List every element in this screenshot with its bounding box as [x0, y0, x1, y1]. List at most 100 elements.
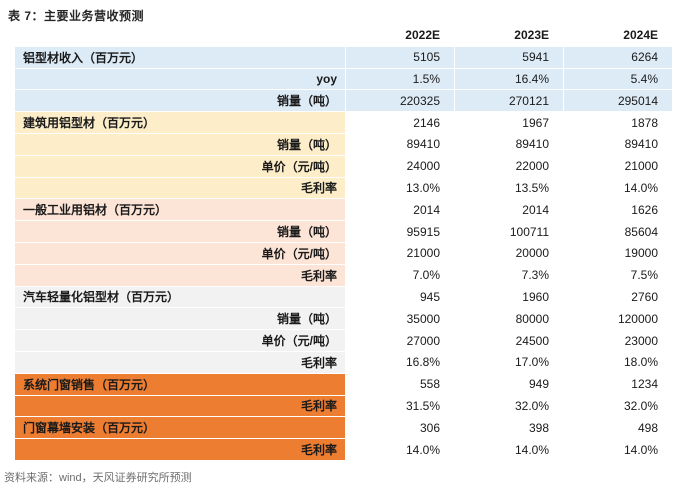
value-cell: 14.0% [454, 438, 564, 461]
section-label-cell: 系统门窗销售（百万元） [14, 372, 346, 396]
value-cell: 85604 [563, 220, 673, 243]
value-cell: 7.5% [563, 263, 673, 287]
value-cell: 295014 [563, 89, 673, 113]
value-cell: 95915 [345, 220, 455, 243]
value-cell: 949 [454, 372, 564, 396]
value-cell: 945 [345, 285, 455, 309]
value-cell: 1960 [454, 285, 564, 309]
table-row: 毛利率 16.8% 17.0% 18.0% [14, 350, 673, 374]
sub-label-cell: 单价（元/吨） [14, 241, 346, 265]
value-cell: 2760 [563, 285, 673, 309]
value-cell: 100711 [454, 220, 564, 243]
header-year-2023e: 2023E [454, 24, 564, 47]
value-cell: 13.0% [345, 176, 455, 200]
value-cell: 20000 [454, 241, 564, 265]
header-year-2024e: 2024E [563, 24, 673, 47]
value-cell: 89410 [563, 132, 673, 156]
sub-label-cell: 销量（吨） [14, 307, 346, 331]
table-body: 铝型材收入（百万元） 5105 5941 6264 yoy 1.5% 16.4% 5.4% 销量… [14, 45, 673, 461]
value-cell: 306 [345, 416, 455, 440]
value-cell: 6264 [563, 45, 673, 69]
table-row: 建筑用铝型材（百万元） 2146 1967 1878 [14, 111, 673, 134]
table-row: 铝型材收入（百万元） 5105 5941 6264 [14, 45, 673, 69]
value-cell: 1967 [454, 111, 564, 134]
value-cell: 35000 [345, 307, 455, 331]
value-cell: 1234 [563, 372, 673, 396]
table-row: 一般工业用铝材（百万元） 2014 2014 1626 [14, 198, 673, 222]
table-row: 单价（元/吨） 21000 20000 19000 [14, 241, 673, 265]
value-cell: 32.0% [454, 394, 564, 418]
header-empty-cell [14, 24, 346, 47]
value-cell: 23000 [563, 329, 673, 352]
value-cell: 5105 [345, 45, 455, 69]
sub-label-cell: 销量（吨） [14, 89, 346, 113]
value-cell: 21000 [563, 154, 673, 178]
sub-label-cell: yoy [14, 67, 346, 91]
value-cell: 2014 [454, 198, 564, 222]
revenue-forecast-table: 2022E 2023E 2024E 铝型材收入（百万元） 5105 5941 6264… [14, 24, 673, 461]
value-cell: 5941 [454, 45, 564, 69]
value-cell: 19000 [563, 241, 673, 265]
section-label-cell: 建筑用铝型材（百万元） [14, 111, 346, 134]
value-cell: 2146 [345, 111, 455, 134]
table-row: 销量（吨） 35000 80000 120000 [14, 307, 673, 331]
value-cell: 14.0% [563, 176, 673, 200]
sub-label-cell: 毛利率 [14, 263, 346, 287]
sub-label-cell: 单价（元/吨） [14, 329, 346, 352]
table-row: yoy 1.5% 16.4% 5.4% [14, 67, 673, 91]
value-cell: 18.0% [563, 350, 673, 374]
value-cell: 89410 [454, 132, 564, 156]
header-row: 2022E 2023E 2024E [14, 24, 673, 47]
table-row: 单价（元/吨） 27000 24500 23000 [14, 329, 673, 352]
value-cell: 89410 [345, 132, 455, 156]
value-cell: 498 [563, 416, 673, 440]
value-cell: 14.0% [563, 438, 673, 461]
header-year-2022e: 2022E [345, 24, 455, 47]
value-cell: 16.8% [345, 350, 455, 374]
sub-label-cell: 毛利率 [14, 394, 346, 418]
value-cell: 31.5% [345, 394, 455, 418]
table-row: 毛利率 13.0% 13.5% 14.0% [14, 176, 673, 200]
value-cell: 22000 [454, 154, 564, 178]
sub-label-cell: 销量（吨） [14, 132, 346, 156]
value-cell: 21000 [345, 241, 455, 265]
table-row: 门窗幕墙安装（百万元） 306 398 498 [14, 416, 673, 440]
table-title: 表 7：主要业务营收预测 [8, 9, 145, 23]
value-cell: 220325 [345, 89, 455, 113]
value-cell: 27000 [345, 329, 455, 352]
value-cell: 17.0% [454, 350, 564, 374]
value-cell: 398 [454, 416, 564, 440]
table-row: 汽车轻量化铝型材（百万元） 945 1960 2760 [14, 285, 673, 309]
table-row: 销量（吨） 220325 270121 295014 [14, 89, 673, 113]
value-cell: 7.0% [345, 263, 455, 287]
table-row: 系统门窗销售（百万元） 558 949 1234 [14, 372, 673, 396]
value-cell: 32.0% [563, 394, 673, 418]
table-row: 毛利率 7.0% 7.3% 7.5% [14, 263, 673, 287]
value-cell: 120000 [563, 307, 673, 331]
sub-label-cell: 毛利率 [14, 176, 346, 200]
table-row: 毛利率 14.0% 14.0% 14.0% [14, 438, 673, 461]
value-cell: 2014 [345, 198, 455, 222]
value-cell: 14.0% [345, 438, 455, 461]
value-cell: 558 [345, 372, 455, 396]
value-cell: 1626 [563, 198, 673, 222]
section-label-cell: 汽车轻量化铝型材（百万元） [14, 285, 346, 309]
sub-label-cell: 毛利率 [14, 438, 346, 461]
value-cell: 7.3% [454, 263, 564, 287]
value-cell: 1878 [563, 111, 673, 134]
value-cell: 1.5% [345, 67, 455, 91]
table-row: 毛利率 31.5% 32.0% 32.0% [14, 394, 673, 418]
section-label-cell: 铝型材收入（百万元） [14, 45, 346, 69]
table-row: 单价（元/吨） 24000 22000 21000 [14, 154, 673, 178]
sub-label-cell: 毛利率 [14, 350, 346, 374]
value-cell: 80000 [454, 307, 564, 331]
table-row: 销量（吨） 89410 89410 89410 [14, 132, 673, 156]
value-cell: 24000 [345, 154, 455, 178]
value-cell: 13.5% [454, 176, 564, 200]
value-cell: 16.4% [454, 67, 564, 91]
value-cell: 24500 [454, 329, 564, 352]
section-label-cell: 一般工业用铝材（百万元） [14, 198, 346, 222]
source-note: 资料来源：wind，天风证券研究所预测 [4, 472, 192, 484]
value-cell: 5.4% [563, 67, 673, 91]
